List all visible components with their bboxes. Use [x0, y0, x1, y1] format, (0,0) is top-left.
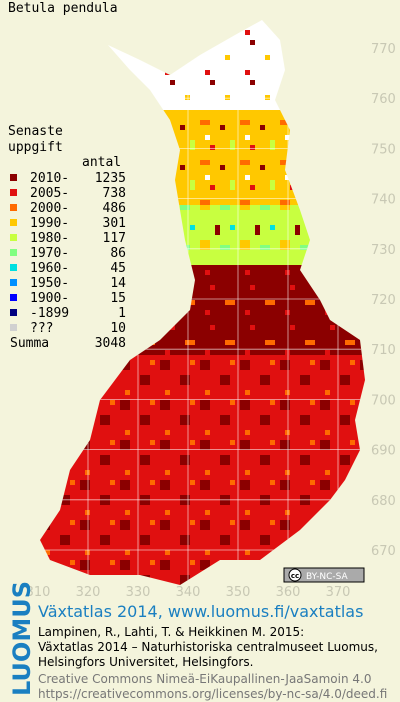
legend-label: 1950-: [30, 276, 69, 291]
atlas-link[interactable]: Växtatlas 2014, www.luomus.fi/vaxtatlas: [38, 602, 363, 621]
citation: Helsingfors Universitet, Helsingfors.: [38, 655, 253, 669]
y-tick-label: 680: [371, 494, 396, 509]
total-count: 3048: [95, 336, 126, 351]
legend-swatch: [10, 324, 17, 331]
y-tick-label: 720: [371, 293, 396, 308]
legend-label: 1970-: [30, 246, 69, 261]
legend-count: 15: [110, 291, 126, 306]
legend-swatch: [10, 174, 17, 181]
legend-label: 1960-: [30, 261, 69, 276]
legend-swatch: [10, 264, 17, 271]
legend-label: 2010-: [30, 171, 69, 186]
y-tick-label: 760: [371, 92, 396, 107]
count-header: antal: [82, 155, 121, 170]
y-tick-label: 710: [371, 343, 396, 358]
x-tick-label: 340: [176, 585, 201, 600]
legend-count: 738: [103, 186, 126, 201]
legend-label: 2005-: [30, 186, 69, 201]
legend-count: 301: [103, 216, 126, 231]
cc-terms: BY-NC-SA: [306, 572, 349, 582]
legend-label: -1899: [30, 306, 69, 321]
legend-count: 86: [110, 246, 126, 261]
legend-count: 10: [110, 321, 126, 336]
legend-count: 1: [118, 306, 126, 321]
y-tick-label: 730: [371, 243, 396, 258]
title: Betula pendula: [8, 1, 118, 16]
legend-swatch: [10, 234, 17, 241]
y-tick-label: 690: [371, 444, 396, 459]
legend-swatch: [10, 204, 17, 211]
legend-swatch: [10, 249, 17, 256]
y-tick-label: 770: [371, 42, 396, 57]
x-tick-label: 350: [226, 585, 251, 600]
legend-count: 14: [110, 276, 126, 291]
legend-count: 117: [103, 231, 126, 246]
legend-label: 1980-: [30, 231, 69, 246]
y-tick-label: 700: [371, 393, 396, 408]
legend-swatch: [10, 309, 17, 316]
legend-swatch: [10, 189, 17, 196]
legend-swatch: [10, 219, 17, 226]
legend-heading: Senaste: [8, 124, 63, 139]
legend-label: 1900-: [30, 291, 69, 306]
license-url[interactable]: https://creativecommons.org/licenses/by-…: [38, 687, 387, 701]
x-tick-label: 320: [76, 585, 101, 600]
x-tick-label: 310: [26, 585, 51, 600]
legend-heading: uppgift: [8, 140, 63, 155]
total-label: Summa: [10, 336, 49, 351]
legend-swatch: [10, 294, 17, 301]
citation: Lampinen, R., Lahti, T. & Heikkinen M. 2…: [38, 625, 304, 639]
legend-swatch: [10, 279, 17, 286]
legend-count: 486: [103, 201, 126, 216]
y-tick-label: 670: [371, 544, 396, 559]
legend-count: 45: [110, 261, 126, 276]
x-tick-label: 370: [326, 585, 351, 600]
logo: LUOMUS: [8, 581, 36, 696]
cc-text: cc: [291, 572, 299, 580]
x-tick-label: 360: [276, 585, 301, 600]
citation: Växtatlas 2014 – Naturhistoriska central…: [38, 640, 378, 654]
y-tick-label: 750: [371, 142, 396, 157]
x-tick-label: 330: [126, 585, 151, 600]
cc-badge: cc BY-NC-SA: [283, 567, 365, 583]
legend-label: 2000-: [30, 201, 69, 216]
legend-label: ???: [30, 321, 53, 336]
legend-count: 1235: [95, 171, 126, 186]
license: Creative Commons Nimeä-EiKaupallinen-Jaa…: [38, 672, 372, 686]
legend-label: 1990-: [30, 216, 69, 231]
y-tick-label: 740: [371, 193, 396, 208]
